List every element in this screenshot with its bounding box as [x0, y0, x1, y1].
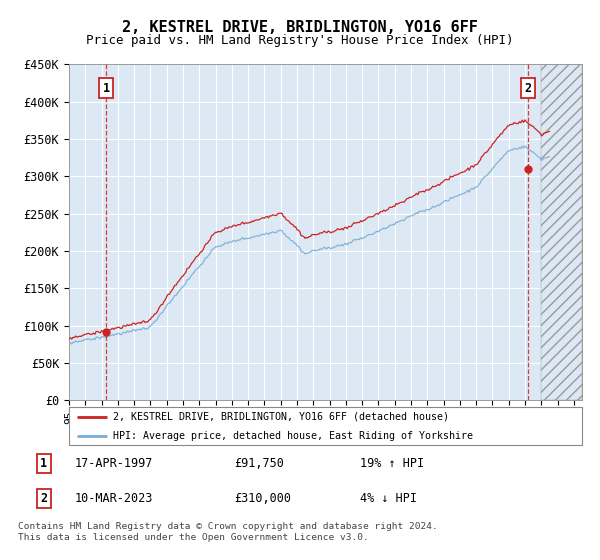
Text: 2, KESTREL DRIVE, BRIDLINGTON, YO16 6FF (detached house): 2, KESTREL DRIVE, BRIDLINGTON, YO16 6FF … — [113, 412, 449, 422]
Bar — [541, 64, 582, 400]
FancyBboxPatch shape — [69, 407, 582, 445]
Text: This data is licensed under the Open Government Licence v3.0.: This data is licensed under the Open Gov… — [18, 533, 369, 542]
Text: 10-MAR-2023: 10-MAR-2023 — [75, 492, 154, 505]
Text: 2, KESTREL DRIVE, BRIDLINGTON, YO16 6FF: 2, KESTREL DRIVE, BRIDLINGTON, YO16 6FF — [122, 20, 478, 35]
Text: 2: 2 — [40, 492, 47, 505]
Text: 19% ↑ HPI: 19% ↑ HPI — [360, 457, 424, 470]
Text: Contains HM Land Registry data © Crown copyright and database right 2024.: Contains HM Land Registry data © Crown c… — [18, 522, 438, 531]
Text: 2: 2 — [524, 82, 532, 95]
Text: £310,000: £310,000 — [235, 492, 292, 505]
Text: 1: 1 — [103, 82, 110, 95]
Text: 1: 1 — [40, 457, 47, 470]
Text: Price paid vs. HM Land Registry's House Price Index (HPI): Price paid vs. HM Land Registry's House … — [86, 34, 514, 46]
Text: 17-APR-1997: 17-APR-1997 — [75, 457, 154, 470]
Text: 4% ↓ HPI: 4% ↓ HPI — [360, 492, 417, 505]
Text: £91,750: £91,750 — [235, 457, 284, 470]
Text: HPI: Average price, detached house, East Riding of Yorkshire: HPI: Average price, detached house, East… — [113, 431, 473, 441]
